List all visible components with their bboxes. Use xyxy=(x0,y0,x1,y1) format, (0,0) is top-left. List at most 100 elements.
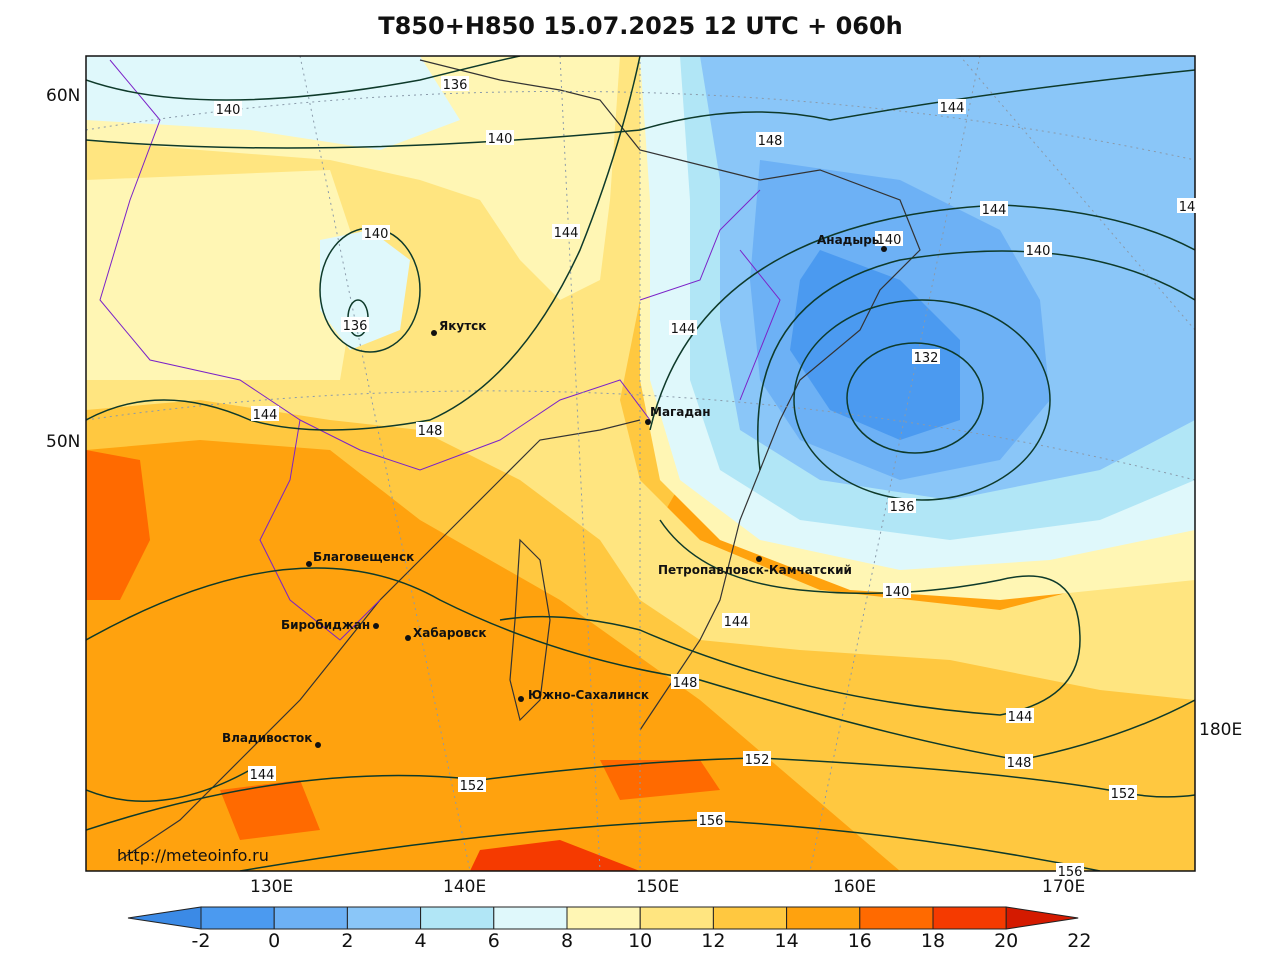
contour-label: 148 xyxy=(673,676,698,691)
contour-label-group: 136 140 140 140 136 144 144 144 148 148 144 144 140 1… xyxy=(214,76,1197,880)
contour-label-bg xyxy=(722,613,750,628)
contour-label-bg xyxy=(883,583,911,598)
city-dot-yuzhno-sakhalinsk xyxy=(518,696,524,702)
contour-label: 156 xyxy=(1058,865,1083,880)
lon-label-140e: 140E xyxy=(443,877,487,897)
contour-label: 148 xyxy=(418,424,443,439)
city-label-blagoveshchensk: Благовещенск xyxy=(313,550,414,564)
contour-label-bg xyxy=(1056,863,1084,878)
contour-label: 140 xyxy=(364,227,389,242)
contour-label-bg xyxy=(912,349,940,364)
contour-label: 140 xyxy=(1026,244,1051,259)
contour-label-bg xyxy=(441,76,469,91)
contour-label: 144 xyxy=(982,203,1007,218)
contour-label-bg xyxy=(1109,785,1137,800)
contour-label: 140 xyxy=(216,103,241,118)
contour-label-bg xyxy=(552,224,580,239)
graticule xyxy=(86,56,1195,871)
contour-label: 152 xyxy=(745,753,770,768)
contour-label-bg xyxy=(251,406,279,421)
city-dot-anadyr xyxy=(881,246,887,252)
contour-label: 148 xyxy=(758,134,783,149)
contour-label: 152 xyxy=(460,779,485,794)
contour-label-bg xyxy=(486,130,514,145)
colorbar-segment xyxy=(712,906,788,930)
colorbar-tick-label: 16 xyxy=(847,930,872,952)
colorbar-segment xyxy=(493,906,568,930)
city-dot-blagoveshchensk xyxy=(306,561,312,567)
contour-label: 132 xyxy=(914,351,939,366)
city-label-anadyr: Анадырь xyxy=(817,233,880,247)
colorbar-segment xyxy=(639,906,714,930)
colorbar-segment xyxy=(200,906,275,930)
coastlines xyxy=(99,59,921,861)
contour-label: 140 xyxy=(877,233,902,248)
city-dot-magadan xyxy=(645,419,651,425)
contour-label: 136 xyxy=(890,500,915,515)
colorbar-segment xyxy=(346,906,422,930)
contour-label-bg xyxy=(980,201,1008,216)
city-label-yuzhno-sakhalinsk: Южно-Сахалинск xyxy=(528,688,649,702)
colorbar xyxy=(127,906,1079,930)
contour-label-bg xyxy=(697,812,725,827)
contour-label: 144 xyxy=(671,322,696,337)
colorbar-tick-label: 6 xyxy=(487,930,500,952)
contour-label: 144 xyxy=(940,101,965,116)
colorbar-tick-label: 12 xyxy=(701,930,726,952)
contour-label-bg xyxy=(416,422,444,437)
lon-label-150e: 150E xyxy=(636,877,680,897)
contour-label-bg xyxy=(938,99,966,114)
contour-label: 136 xyxy=(343,319,368,334)
colorbar-segment xyxy=(786,906,861,930)
contour-label-bg xyxy=(1005,754,1033,769)
contour-label-bg xyxy=(1006,708,1034,723)
contour-label-bg xyxy=(341,317,369,332)
contour-label: 144 xyxy=(253,408,278,423)
contour-label-bg xyxy=(214,101,242,116)
colorbar-segment xyxy=(273,906,348,930)
colorbar-tick-label: 8 xyxy=(560,930,574,952)
contour-label: 144 xyxy=(1008,710,1033,725)
colorbar-tick-label: 22 xyxy=(1067,930,1092,952)
contour-label-bg xyxy=(458,777,486,792)
colorbar-segment xyxy=(932,906,1007,930)
contour-label-bg xyxy=(671,674,699,689)
temperature-field xyxy=(86,56,1195,871)
colorbar-tick-label: 20 xyxy=(994,930,1019,952)
colorbar-tick-label: -2 xyxy=(191,930,211,952)
contour-label: 152 xyxy=(1111,787,1136,802)
city-label-birobidzhan: Биробиджан xyxy=(281,618,370,632)
lon-label-170e: 170E xyxy=(1042,877,1086,897)
contour-label-bg xyxy=(743,751,771,766)
lon-label-180e: 180E xyxy=(1199,720,1243,740)
contour-label: 14 xyxy=(1179,200,1196,215)
lon-label-130e: 130E xyxy=(250,877,294,897)
contour-label: 144 xyxy=(250,768,275,783)
colorbar-tick-label: 10 xyxy=(628,930,653,952)
contour-label-bg xyxy=(756,132,784,147)
colorbar-segment xyxy=(420,906,495,930)
contour-label: 148 xyxy=(1007,756,1032,771)
colorbar-segment xyxy=(566,906,641,930)
contour-label: 136 xyxy=(443,78,468,93)
colorbar-tick-label: 0 xyxy=(268,930,281,952)
city-dot-yakutsk xyxy=(431,330,437,336)
colorbar-tick-label: 4 xyxy=(414,930,427,952)
city-label-khabarovsk: Хабаровск xyxy=(413,626,487,640)
lat-label-50n: 50N xyxy=(46,432,81,452)
city-markers: Анадырь Якутск Магадан Петропавловск-Кам… xyxy=(222,233,887,748)
contour-label: 140 xyxy=(488,132,513,147)
contour-label-bg xyxy=(875,231,903,246)
watermark: http://meteoinfo.ru xyxy=(117,846,269,865)
city-label-yakutsk: Якутск xyxy=(439,319,486,333)
lon-label-160e: 160E xyxy=(833,877,877,897)
colorbar-right-arrow xyxy=(1005,906,1079,930)
lat-label-60n: 60N xyxy=(46,86,81,106)
city-label-magadan: Магадан xyxy=(650,405,711,419)
city-dot-petropavlovsk xyxy=(756,556,762,562)
map-title: T850+H850 15.07.2025 12 UTC + 060h xyxy=(378,12,903,40)
contour-label: 144 xyxy=(724,615,749,630)
contour-label: 156 xyxy=(699,814,724,829)
contour-label: 140 xyxy=(885,585,910,600)
contour-label-bg xyxy=(362,225,390,240)
